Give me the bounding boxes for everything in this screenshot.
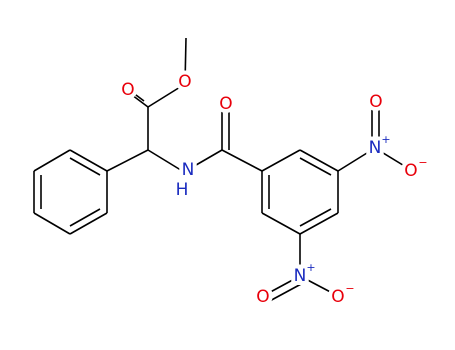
bonds [33, 37, 412, 304]
atom-label: O [256, 287, 269, 307]
atom-hydrogen: H [176, 180, 189, 200]
atom-charge: − [345, 282, 354, 295]
atom-charge: − [418, 156, 427, 169]
atom-charge: + [381, 133, 390, 146]
atom-label: N [294, 266, 307, 286]
atom-label: O [404, 161, 417, 181]
atom-label: N [182, 160, 195, 180]
atom-charge: + [306, 261, 315, 274]
atom-label: N [369, 138, 382, 158]
atom-label: O [219, 94, 232, 114]
atom-label: O [121, 80, 134, 100]
atom-labels: O O O N H O N + O − N + O O − [117, 68, 427, 311]
atom-label: O [331, 287, 344, 307]
atom-label: O [178, 72, 191, 92]
atom-label: O [369, 92, 382, 112]
